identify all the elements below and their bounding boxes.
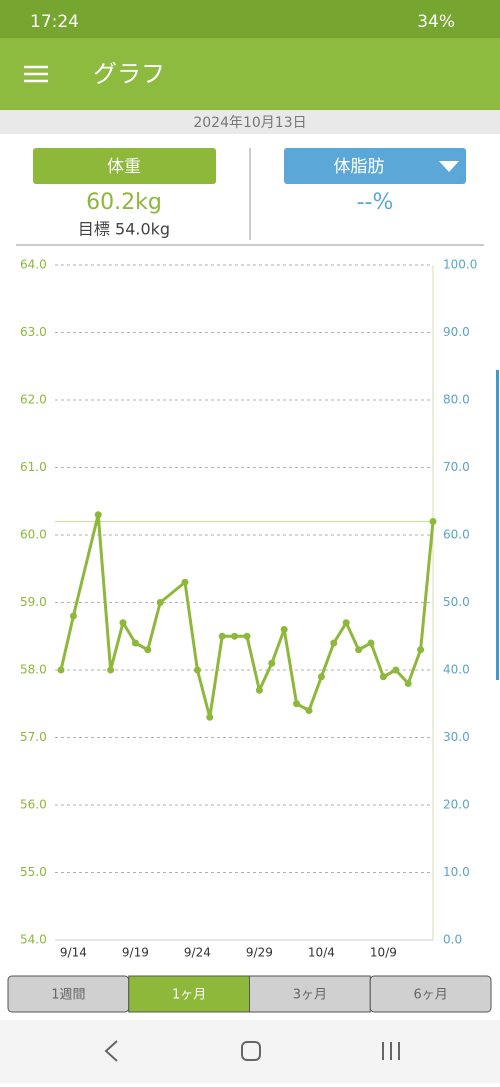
y-tick-label: 58.0 bbox=[20, 663, 47, 677]
weight-point bbox=[379, 673, 387, 681]
weight-point bbox=[156, 599, 164, 606]
weight-point bbox=[355, 646, 363, 654]
tab-label: 1週間 bbox=[51, 988, 85, 1003]
weight-point bbox=[305, 707, 313, 714]
weight-point bbox=[218, 632, 226, 640]
app-bar bbox=[0, 38, 500, 110]
weight-point bbox=[317, 673, 325, 681]
y-tick-label: 59.0 bbox=[20, 595, 47, 609]
weight-point bbox=[342, 619, 350, 627]
y-tick-label: 56.0 bbox=[20, 798, 47, 812]
tab-bar: 1週間 1ヶ月 3ヶ月 6ヶ月 bbox=[7, 975, 492, 1013]
weight-button[interactable] bbox=[33, 148, 216, 184]
weight-point bbox=[107, 666, 115, 674]
y-tick-label: 54.0 bbox=[20, 933, 47, 947]
weight-point bbox=[255, 686, 263, 694]
weight-point bbox=[280, 626, 288, 633]
nav-recent[interactable] bbox=[382, 1042, 400, 1060]
y-tick-label: 57.0 bbox=[20, 730, 47, 744]
y-tick-label: 64.0 bbox=[20, 258, 47, 272]
chart: 54.0 55.0 56.0 57.0 58.0 59.0 60.0 61.0 62.0 63.0… bbox=[20, 258, 477, 960]
y2-tick-label: 90.0 bbox=[443, 325, 470, 339]
weight-label: 体重 bbox=[107, 157, 141, 177]
weight-point bbox=[57, 666, 65, 674]
weight-line bbox=[59, 513, 435, 719]
weight-point bbox=[131, 639, 139, 647]
y-tick-label: 60.0 bbox=[20, 528, 47, 542]
x-tick-label: 10/9 bbox=[370, 946, 397, 960]
y2-tick-label: 10.0 bbox=[443, 865, 470, 879]
weight-point bbox=[268, 659, 276, 667]
x-tick-label: 9/14 bbox=[60, 946, 87, 960]
weight-value: 60.2kg bbox=[86, 190, 162, 215]
status-time: 17:24 bbox=[30, 12, 79, 32]
y2-tick-label: 50.0 bbox=[443, 595, 470, 609]
tab-label: 6ヶ月 bbox=[413, 988, 447, 1003]
weight-point bbox=[293, 700, 301, 708]
tab[interactable] bbox=[128, 975, 250, 1013]
menu-icon[interactable] bbox=[24, 65, 48, 83]
y2-tick-label: 80.0 bbox=[443, 393, 470, 407]
y2-tick-label: 70.0 bbox=[443, 460, 470, 474]
date: 2024年10月13日 bbox=[193, 115, 306, 131]
weight-point bbox=[243, 632, 251, 640]
weight-point bbox=[392, 666, 400, 674]
body-fat-value: --% bbox=[357, 190, 394, 215]
tab[interactable] bbox=[369, 975, 492, 1013]
dropdown-arrow bbox=[439, 161, 459, 172]
weight-point bbox=[330, 639, 338, 647]
status-bar bbox=[0, 0, 500, 38]
y-tick-label: 63.0 bbox=[20, 325, 47, 339]
y-tick-label: 55.0 bbox=[20, 865, 47, 879]
nav-bar bbox=[0, 1020, 500, 1083]
nav-home[interactable] bbox=[241, 1041, 261, 1061]
tab-label: 3ヶ月 bbox=[293, 988, 327, 1003]
x-tick-label: 9/19 bbox=[122, 946, 149, 960]
nav-back[interactable] bbox=[104, 1040, 118, 1062]
tab[interactable] bbox=[249, 975, 371, 1013]
app-title: グラフ bbox=[93, 60, 165, 88]
y2-tick-label: 100.0 bbox=[443, 258, 477, 272]
battery-level: 34% bbox=[417, 12, 455, 32]
body-fat-button[interactable] bbox=[284, 148, 466, 184]
weight-point bbox=[119, 619, 127, 627]
date-strip bbox=[0, 110, 500, 134]
weight-point bbox=[193, 666, 201, 674]
weight-point bbox=[94, 511, 102, 519]
weight-goal: 目標 54.0kg bbox=[78, 220, 170, 239]
weight-point bbox=[429, 518, 437, 525]
y-tick-label: 62.0 bbox=[20, 393, 47, 407]
x-tick-label: 9/29 bbox=[246, 946, 273, 960]
y2-tick-label: 20.0 bbox=[443, 798, 470, 812]
weight-point bbox=[181, 578, 189, 586]
body-fat-label: 体脂肪 bbox=[334, 157, 385, 177]
x-tick-label: 10/4 bbox=[308, 946, 335, 960]
scroll-indicator bbox=[496, 370, 499, 680]
weight-point bbox=[417, 646, 425, 654]
weight-point bbox=[144, 646, 152, 654]
y2-tick-label: 40.0 bbox=[443, 663, 470, 677]
weight-point bbox=[404, 680, 412, 687]
x-tick-label: 9/24 bbox=[184, 946, 211, 960]
weight-point bbox=[367, 639, 375, 647]
y2-tick-label: 30.0 bbox=[443, 730, 470, 744]
weight-point bbox=[69, 612, 77, 620]
weight-point bbox=[231, 632, 239, 640]
tab-label: 1ヶ月 bbox=[172, 988, 206, 1003]
y2-tick-label: 60.0 bbox=[443, 528, 470, 542]
y2-tick-label: 0.0 bbox=[443, 933, 462, 947]
weight-point bbox=[206, 713, 214, 721]
y-tick-label: 61.0 bbox=[20, 460, 47, 474]
